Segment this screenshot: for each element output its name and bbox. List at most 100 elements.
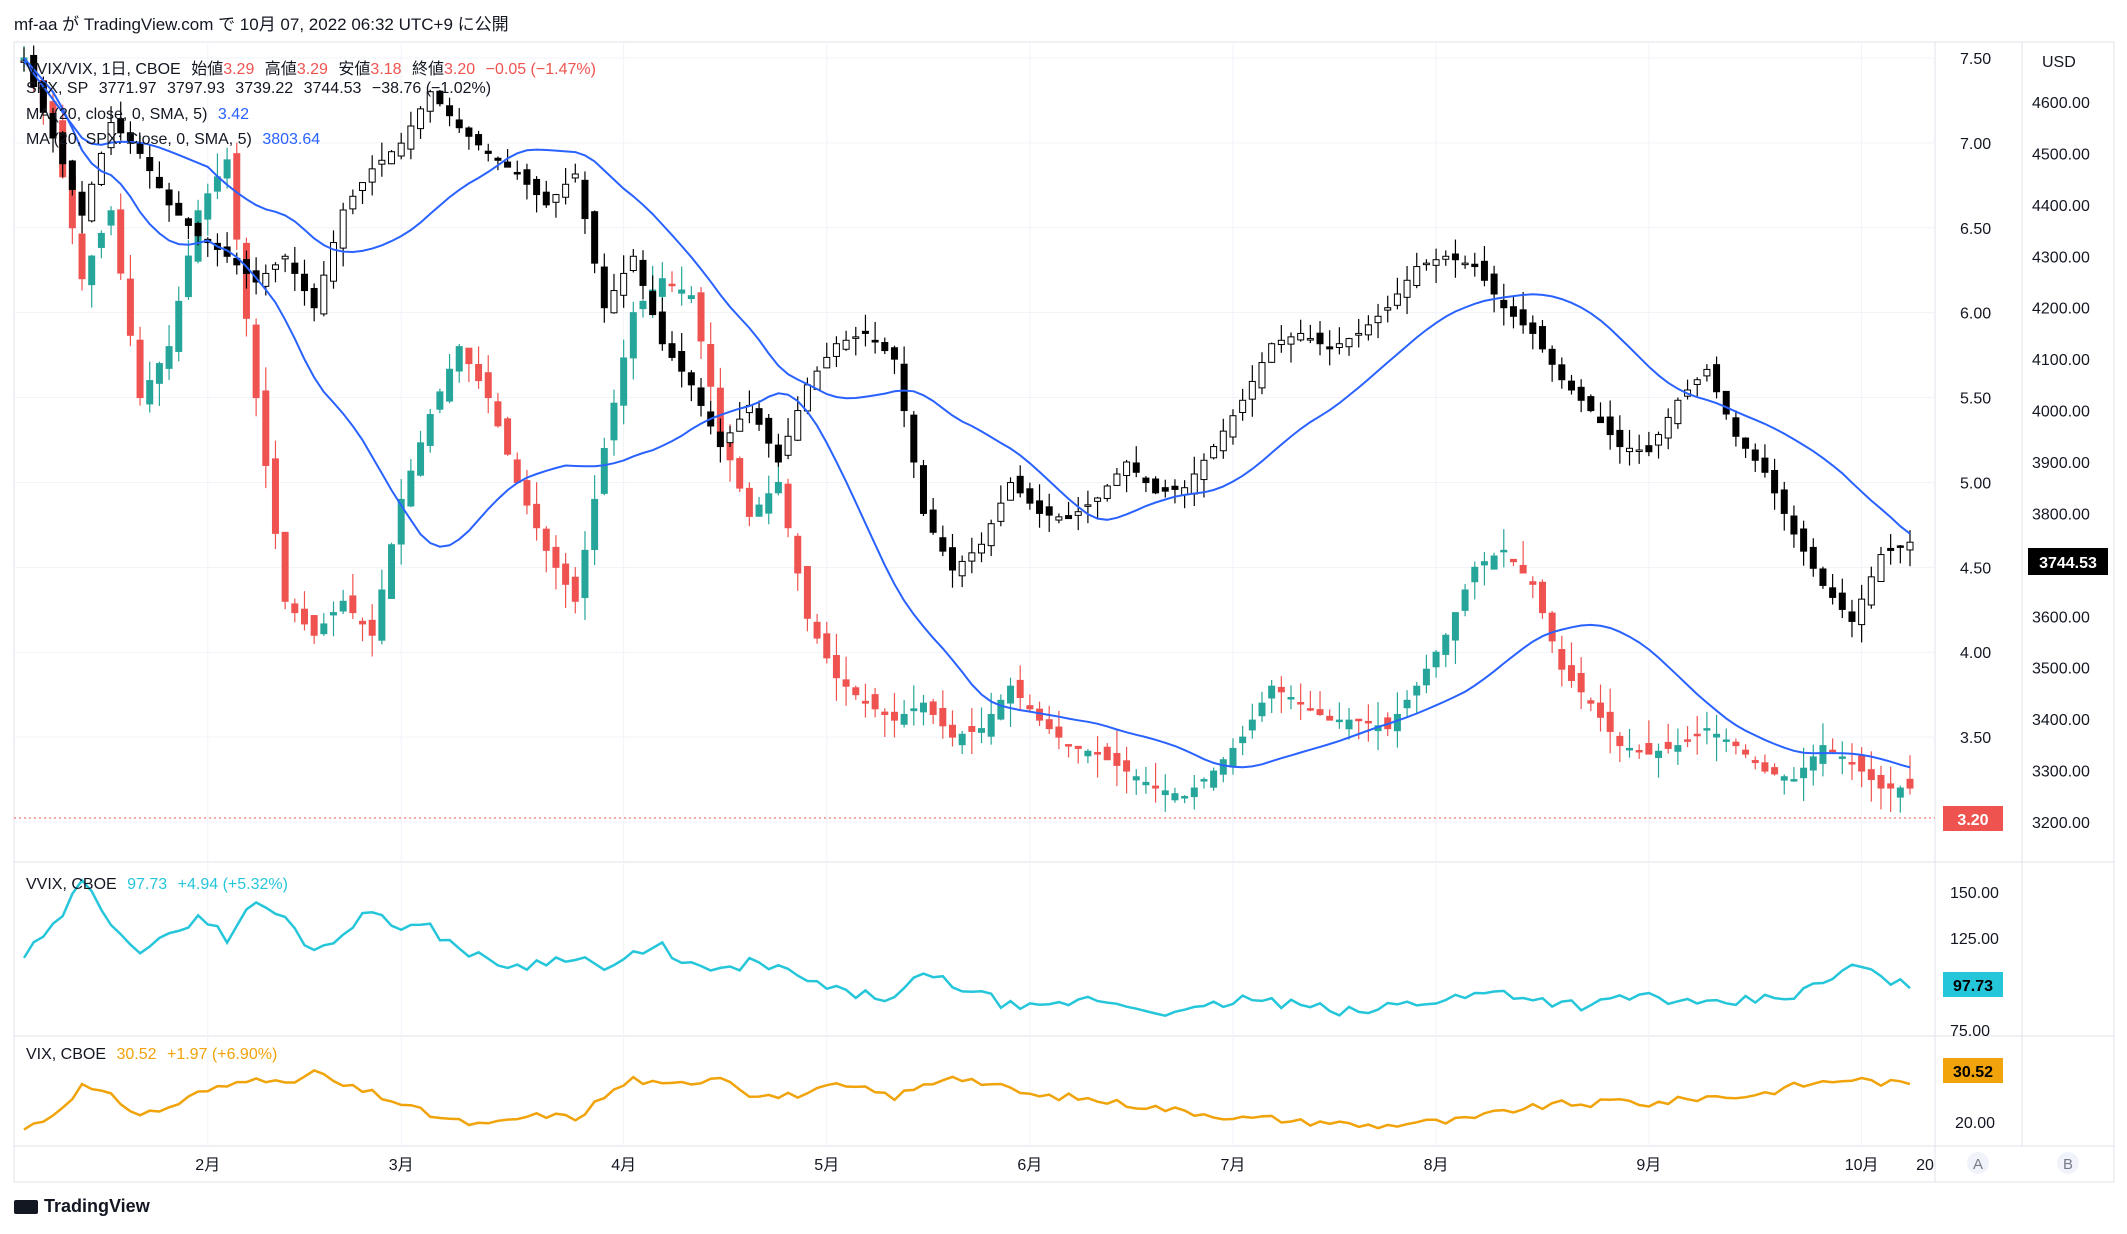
ratio-axis[interactable]: 7.507.006.506.005.505.004.504.003.503.00 [1960, 51, 1991, 832]
ratio-candle-body [1152, 785, 1160, 789]
spx-candle-body [794, 410, 802, 441]
spx-candle-body [1142, 477, 1150, 484]
legend-vvix[interactable]: VVIX, CBOE 97.73 +4.94 (+5.32%) [26, 876, 294, 894]
legend-vvix-vix[interactable]: VVIX/VIX, 1日, CBOE 始値3.29 高値3.29 安値3.18 … [26, 55, 602, 79]
ratio-candle-body [155, 363, 163, 384]
spx-candle-body [765, 417, 773, 444]
ratio-candle-body [455, 346, 463, 372]
ratio-candle-body [1393, 713, 1401, 732]
spx-candle-body [1529, 322, 1537, 334]
spx-candle-body [1558, 364, 1566, 381]
spx-candle-body [823, 356, 831, 369]
spx-candle-body [1055, 516, 1063, 521]
spx-candle-body [465, 127, 473, 137]
ratio-candle-body [1142, 781, 1150, 786]
ratio-candle-body [562, 563, 570, 585]
legend-ma-ratio[interactable]: MA (20, close, 0, SMA, 5) 3.42 [26, 106, 255, 124]
spx-candle-body [1277, 339, 1285, 346]
spx-candle-body [68, 160, 76, 190]
ratio-candle-body [204, 193, 212, 220]
spx-candle-body [958, 560, 966, 577]
spx-candle-body [1306, 338, 1314, 341]
ratio-candle-body [639, 300, 647, 310]
ratio-candle-body [1645, 743, 1653, 755]
legend-ma-ratio-value: 3.42 [217, 106, 249, 123]
spx-candle-body [620, 272, 628, 296]
ratio-candle-body [1471, 566, 1479, 583]
ratio-candle-body [1181, 796, 1189, 799]
usd-tick-label: 4400.00 [2032, 198, 2090, 215]
spx-candle-body [523, 169, 531, 185]
ratio-candle-body [1016, 679, 1024, 698]
spx-candle-body [1848, 611, 1856, 622]
legend-vix-value: 30.52 [116, 1046, 157, 1063]
ratio-candle-body [542, 528, 550, 551]
ratio-candle-body [1800, 767, 1808, 779]
ratio-candle-body [1403, 699, 1411, 709]
spx-candle-body [1500, 299, 1508, 309]
b-scale-button[interactable]: B [2057, 1152, 2079, 1174]
ratio-candle-body [1674, 745, 1682, 752]
spx-candle-body [1645, 445, 1653, 453]
spx-candle-body [368, 168, 376, 183]
spx-candle-body [900, 363, 908, 412]
tradingview-logo-icon [14, 1200, 38, 1214]
legend-open-value: 3.29 [223, 61, 255, 78]
auto-scale-button[interactable]: A [1967, 1152, 1989, 1174]
tradingview-logo[interactable]: TradingView [14, 1196, 150, 1217]
vix-axis[interactable]: 20.00 [1955, 1115, 1995, 1132]
spx-candle-body [107, 122, 115, 149]
ratio-candle-body [910, 708, 918, 712]
spx-candle-body [1045, 506, 1053, 516]
usd-tick-label: 4300.00 [2032, 249, 2090, 266]
spx-candle-body [1597, 416, 1605, 424]
usd-axis[interactable]: USD 4600.00 4500.00 4400.00 4300.00 4200.00 4… [2032, 54, 2090, 832]
usd-tick-label: 3200.00 [2032, 815, 2090, 832]
time-axis[interactable]: 2月 3月 4月 5月 6月 7月 8月 9月 10月 20 [195, 1157, 1934, 1174]
spx-candle-body [1074, 511, 1082, 516]
legend-high-value: 3.29 [296, 61, 328, 78]
spx-candle-body [436, 90, 444, 105]
legend-spx-low: 3739.22 [235, 80, 294, 97]
legend-spx[interactable]: SPX, SP 3771.97 3797.93 3739.22 3744.53 … [26, 80, 497, 98]
legend-vix[interactable]: VIX, CBOE 30.52 +1.97 (+6.90%) [26, 1046, 283, 1064]
spx-candle-body [513, 171, 521, 175]
spx-candle-body [813, 370, 821, 390]
ratio-tick-label: 7.00 [1960, 136, 1991, 153]
ratio-candle-body [1500, 549, 1508, 553]
ratio-candle-body [1480, 561, 1488, 566]
spx-candle-body [736, 418, 744, 432]
ratio-candle-body [765, 493, 773, 514]
ratio-candle-body [1113, 752, 1121, 766]
spx-candle-body [1113, 473, 1121, 486]
legend-vvix-change: +4.94 (+5.32%) [177, 876, 288, 893]
ratio-candle-body [1703, 728, 1711, 731]
spx-candle-body [1819, 568, 1827, 586]
spx-candle-body [271, 264, 279, 270]
ratio-candle-body [513, 459, 521, 483]
spx-candle-body [165, 189, 173, 206]
ratio-candle-body [281, 531, 289, 602]
spx-candle-body [600, 266, 608, 309]
ratio-candle-body [1567, 665, 1575, 682]
ratio-tick-label: 5.00 [1960, 475, 1991, 492]
spx-candle-body [1887, 547, 1895, 551]
ratio-tick-label: 6.00 [1960, 306, 1991, 323]
spx-candle-body [504, 161, 512, 168]
vvix-axis[interactable]: 150.00 125.00 75.00 [1950, 885, 1999, 1040]
spx-candle-body [1161, 487, 1169, 492]
ratio-candle-body [1819, 745, 1827, 764]
footer: TradingView [0, 1184, 2127, 1234]
ratio-candle-body [407, 470, 415, 507]
spx-candle-body [978, 543, 986, 554]
legend-ma-spx[interactable]: MA (20, SPX: Close, 0, SMA, 5) 3803.64 [26, 131, 326, 149]
ratio-candle-body [1771, 767, 1779, 775]
ratio-candle-body [475, 363, 483, 382]
spx-candle-body [1567, 380, 1575, 391]
spx-candle-body [1867, 576, 1875, 606]
ratio-candle-body [417, 442, 425, 476]
spx-candle-body [1809, 546, 1817, 569]
ratio-candle-body [388, 544, 396, 599]
spx-candle-body [1190, 473, 1198, 495]
